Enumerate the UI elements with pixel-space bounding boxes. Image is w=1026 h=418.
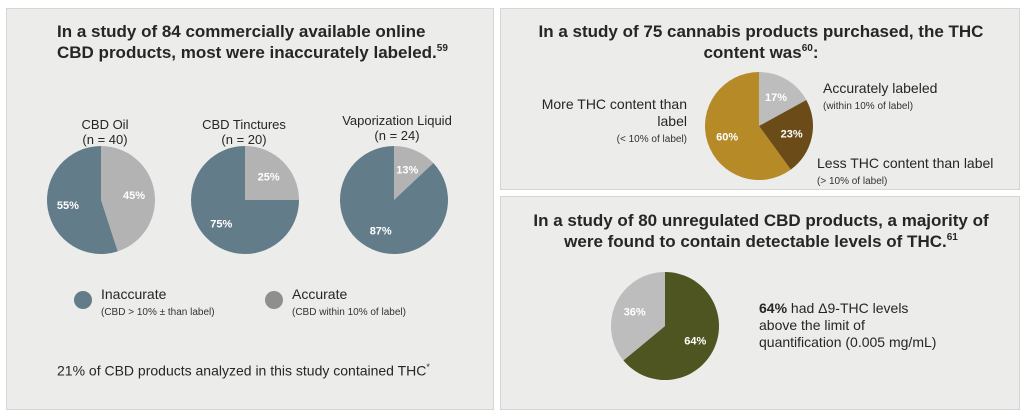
pie-slice-label: 60% — [716, 131, 738, 143]
pie-slice-inaccurate — [47, 146, 118, 254]
legend-inaccurate-swatch — [74, 291, 92, 309]
legend-inaccurate: Inaccurate (CBD > 10% ± than label) — [101, 286, 261, 319]
pie-slice-less-thc-content-than-label — [759, 99, 813, 170]
thc-detection-panel: In a study of 80 unregulated CBD product… — [500, 196, 1020, 410]
accurately-labeled-text: Accurately labeled — [823, 80, 938, 96]
left-title-line1: In a study of 84 commercially available … — [57, 22, 426, 41]
left-footnote: 21% of CBD products analyzed in this stu… — [57, 359, 477, 380]
pie-slice-label: 25% — [258, 171, 280, 183]
tr-panel-title: In a study of 75 cannabis products purch… — [501, 21, 1021, 63]
pie-cbd-oil: 45% 55% — [47, 146, 156, 254]
left-title-line2: CBD products, most were inaccurately lab… — [57, 43, 437, 62]
accurately-labeled-sub: (within 10% of label) — [823, 101, 914, 112]
legend-accurate-swatch — [265, 291, 283, 309]
pie-vaporization-label: Vaporization Liquid (n = 24) — [327, 113, 467, 143]
left-panel-title: In a study of 84 commercially available … — [57, 21, 477, 63]
left-title-ref: 59 — [436, 43, 448, 54]
pie-slice-value-36 — [611, 272, 665, 361]
less-thc-sub: (> 10% of label) — [817, 176, 888, 187]
tr-title-ref: 60 — [801, 43, 813, 54]
left-footnote-mark: * — [426, 362, 430, 372]
legend-inaccurate-label: Inaccurate — [101, 286, 167, 302]
left-footnote-text: 21% of CBD products analyzed in this stu… — [57, 362, 427, 379]
pie-vaporization-n: (n = 24) — [374, 128, 420, 143]
pie-slice-accurately-labeled — [759, 72, 807, 126]
less-thc-text: Less THC content than label — [817, 155, 994, 171]
pie-slice-accurate — [101, 146, 156, 252]
pie-cbd-tinctures-label: CBD Tinctures (n = 20) — [189, 117, 299, 147]
pie-thc-detectable: 64% 36% — [611, 272, 719, 380]
pie-slice-label: 75% — [210, 219, 232, 231]
accurately-labeled-label: Accurately labeled (within 10% of label) — [823, 80, 1013, 113]
pie-slice-label: 45% — [123, 190, 145, 202]
pie-cbd-tinctures: 25% 75% — [191, 146, 299, 254]
pie-slice-accurate — [394, 146, 434, 200]
pie-vaporization-title: Vaporization Liquid — [342, 113, 452, 128]
pie-slice-label: 23% — [781, 128, 803, 140]
legend-accurate: Accurate (CBD within 10% of label) — [292, 286, 472, 319]
cbd-labeling-panel: In a study of 84 commercially available … — [6, 8, 494, 410]
pie-slice-label: 17% — [765, 92, 787, 104]
pie-slice-label: 55% — [57, 200, 79, 212]
pie-slice-label: 13% — [396, 164, 418, 176]
pie-slice-inaccurate — [191, 146, 299, 254]
pie-slice-value-64 — [623, 272, 719, 380]
thc-desc-line1: had Δ9-THC levels — [787, 300, 909, 316]
thc-desc-line2: above the limit of — [759, 317, 865, 333]
br-title-ref: 61 — [946, 232, 958, 243]
pie-cbd-oil-label: CBD Oil (n = 40) — [55, 117, 155, 147]
less-thc-label: Less THC content than label (> 10% of la… — [817, 155, 1017, 188]
thc-desc-line3: quantification (0.005 mg/mL) — [759, 334, 937, 350]
pie-slice-label: 87% — [370, 226, 392, 238]
thc-detectable-pct: 64% — [759, 300, 788, 316]
legend-inaccurate-sub: (CBD > 10% ± than label) — [101, 307, 215, 318]
more-thc-line2: label — [657, 113, 687, 129]
pie-slice-label: 64% — [684, 335, 706, 347]
pie-cbd-tinctures-n: (n = 20) — [221, 132, 267, 147]
br-title-line1: In a study of 80 unregulated CBD product… — [533, 211, 989, 230]
tr-title-colon: : — [812, 43, 819, 62]
br-title-line2: were found to contain detectable levels … — [564, 232, 947, 251]
thc-detectable-description: 64% had Δ9-THC levels above the limit of… — [759, 300, 999, 351]
thc-content-panel: In a study of 75 cannabis products purch… — [500, 8, 1020, 190]
pie-thc-content: 17% 23% 60% — [705, 72, 813, 180]
pie-vaporization-liquid: 13% 87% — [340, 146, 448, 254]
more-thc-line1: More THC content than — [541, 96, 687, 112]
tr-title-line2: content was — [703, 43, 802, 62]
legend-accurate-sub: (CBD within 10% of label) — [292, 307, 406, 318]
tr-title-line1: In a study of 75 cannabis products purch… — [538, 22, 984, 41]
pie-cbd-oil-title: CBD Oil — [81, 117, 129, 132]
pie-cbd-tinctures-title: CBD Tinctures — [202, 117, 286, 132]
pie-slice-accurate — [245, 146, 299, 200]
br-panel-title: In a study of 80 unregulated CBD product… — [501, 210, 1021, 252]
pie-slice-inaccurate — [340, 146, 448, 254]
pie-slice-more-thc-content-than-label — [705, 72, 791, 180]
legend-accurate-label: Accurate — [292, 286, 348, 302]
more-thc-label: More THC content than label (< 10% of la… — [517, 96, 687, 146]
pie-cbd-oil-n: (n = 40) — [82, 132, 128, 147]
more-thc-sub: (< 10% of label) — [616, 134, 687, 145]
pie-slice-label: 36% — [624, 307, 646, 319]
